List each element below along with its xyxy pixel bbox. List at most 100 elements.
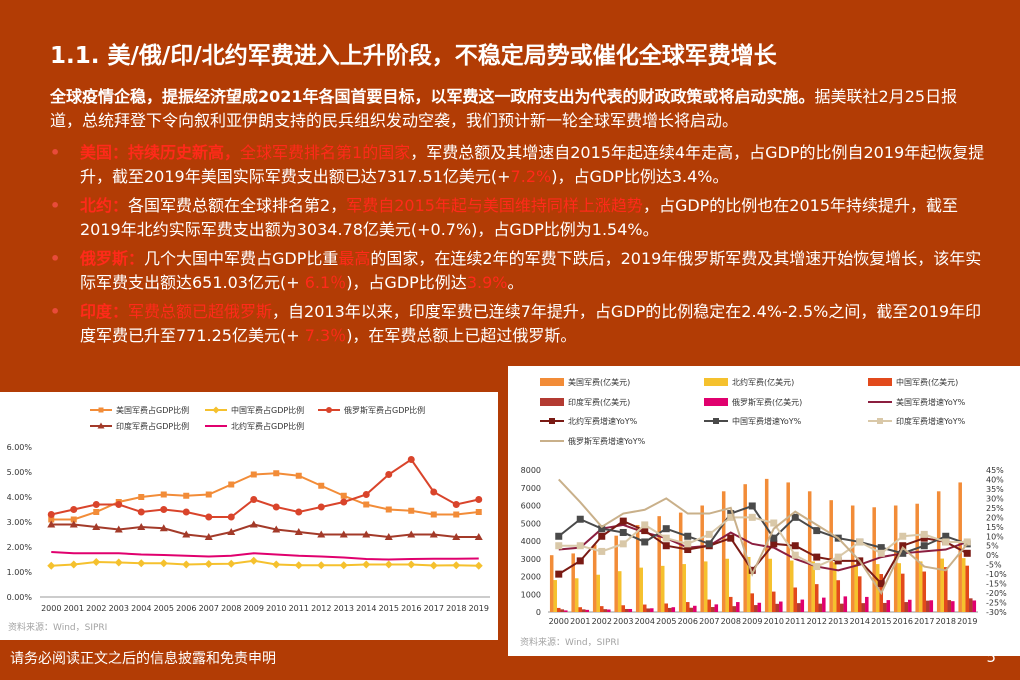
data-point [182, 560, 191, 569]
bar [897, 563, 901, 612]
bar [943, 567, 948, 612]
source-note: 资料来源：Wind，SIPRI [520, 636, 619, 648]
legend-swatch [868, 378, 892, 386]
growth-line [558, 504, 968, 555]
x-tick-label: 2013 [828, 617, 848, 626]
data-point [138, 494, 145, 500]
x-tick-label: 2008 [721, 617, 741, 626]
data-point [160, 506, 168, 513]
bar [635, 525, 640, 612]
bullet-dot: • [50, 143, 61, 162]
legend-swatch [704, 398, 728, 406]
x-tick-label: 2010 [764, 617, 784, 626]
bar [603, 609, 608, 612]
data-point [250, 496, 258, 503]
data-point [429, 530, 438, 538]
data-point [295, 508, 303, 516]
legend-label: 北约军费增速YoY% [568, 416, 638, 426]
bullet-text: 全球军费排名第1的国家 [240, 143, 411, 162]
legend-label: 俄罗斯军费增速YoY% [568, 436, 646, 446]
bar [922, 571, 927, 612]
y-right-tick-label: 15% [986, 523, 1004, 532]
bar [671, 607, 676, 612]
growth-point [813, 527, 821, 535]
bar [599, 606, 604, 612]
bar [775, 603, 780, 612]
data-point [93, 509, 100, 515]
bar [689, 607, 694, 612]
x-tick-label: 2006 [678, 617, 698, 626]
page-title: 1.1. 美/俄/印/北约军费进入上升阶段，不稳定局势或催化全球军费增长 [50, 43, 777, 69]
legend-swatch [540, 398, 564, 406]
bar [771, 591, 776, 612]
growth-point [555, 542, 563, 550]
data-point [407, 530, 416, 538]
y-right-tick-label: -30% [986, 608, 1007, 617]
bar [850, 505, 855, 612]
bar [865, 596, 869, 612]
bar [678, 512, 683, 612]
data-point [384, 560, 393, 569]
y-right-tick-label: -5% [986, 561, 1002, 570]
x-tick-label: 2007 [199, 604, 219, 613]
bar [940, 558, 944, 612]
bullet-item: • 美国：持续历史新高，全球军费排名第1的国家，军费总额及其增速自2015年起连续… [50, 141, 985, 189]
legend-label: 北约军费占GDP比例 [231, 421, 304, 431]
x-tick-label: 2009 [244, 604, 264, 613]
legend-marker [549, 418, 555, 424]
bullet-text: 6.1％ [304, 273, 347, 292]
growth-point [791, 513, 799, 521]
bar [650, 608, 654, 612]
data-point [160, 491, 167, 498]
bar [829, 500, 833, 612]
y-right-tick-label: 30% [986, 494, 1004, 503]
data-point [273, 470, 280, 477]
data-point [453, 511, 460, 518]
growth-point [619, 540, 627, 548]
growth-point [598, 532, 606, 540]
bar [908, 599, 912, 612]
y-left-tick-label: 2000 [521, 573, 541, 582]
data-point [475, 509, 482, 515]
bar [564, 610, 568, 612]
data-point [272, 560, 281, 569]
bar [754, 605, 758, 612]
growth-point [877, 549, 885, 557]
bullet-text: 7.2% [510, 167, 552, 186]
bar [743, 484, 747, 612]
intro-rest: 据美联社2月25日报道，总统拜登下令向叙利亚伊朗支持的民兵组织发动空袭，我们预计… [50, 87, 958, 130]
legend-swatch [540, 378, 564, 386]
series-line [51, 472, 479, 521]
x-tick-label: 2003 [109, 604, 129, 613]
data-point [227, 559, 236, 568]
y-tick-label: 2.00% [7, 543, 33, 552]
data-point [92, 501, 100, 508]
bar [607, 609, 611, 612]
source-note: 资料来源：Wind，SIPRI [8, 621, 107, 633]
bar [642, 604, 647, 612]
bar [822, 597, 826, 612]
bullet-item: • 北约：各国军费总额在全球排名第2，军费自2015年起与美国维持同样上涨趋势，占… [50, 194, 985, 242]
bar [915, 503, 919, 612]
data-point [407, 456, 415, 463]
data-point [249, 520, 258, 528]
bar [807, 491, 812, 612]
x-tick-label: 2016 [893, 617, 913, 626]
bullet-text: 印度： [80, 302, 129, 321]
bullet-dot: • [50, 249, 61, 268]
series-line [51, 458, 479, 518]
growth-point [856, 538, 864, 546]
data-point [363, 501, 370, 508]
bar [961, 558, 966, 612]
data-point [204, 533, 213, 540]
bar [560, 609, 565, 612]
data-point [452, 561, 461, 570]
bar [571, 553, 575, 612]
data-point [340, 498, 348, 506]
bar [861, 603, 866, 612]
data-point [452, 501, 460, 508]
bar [854, 564, 858, 612]
y-tick-label: 1.00% [7, 568, 33, 577]
bar [900, 573, 905, 612]
bullet-dot: • [50, 196, 61, 215]
